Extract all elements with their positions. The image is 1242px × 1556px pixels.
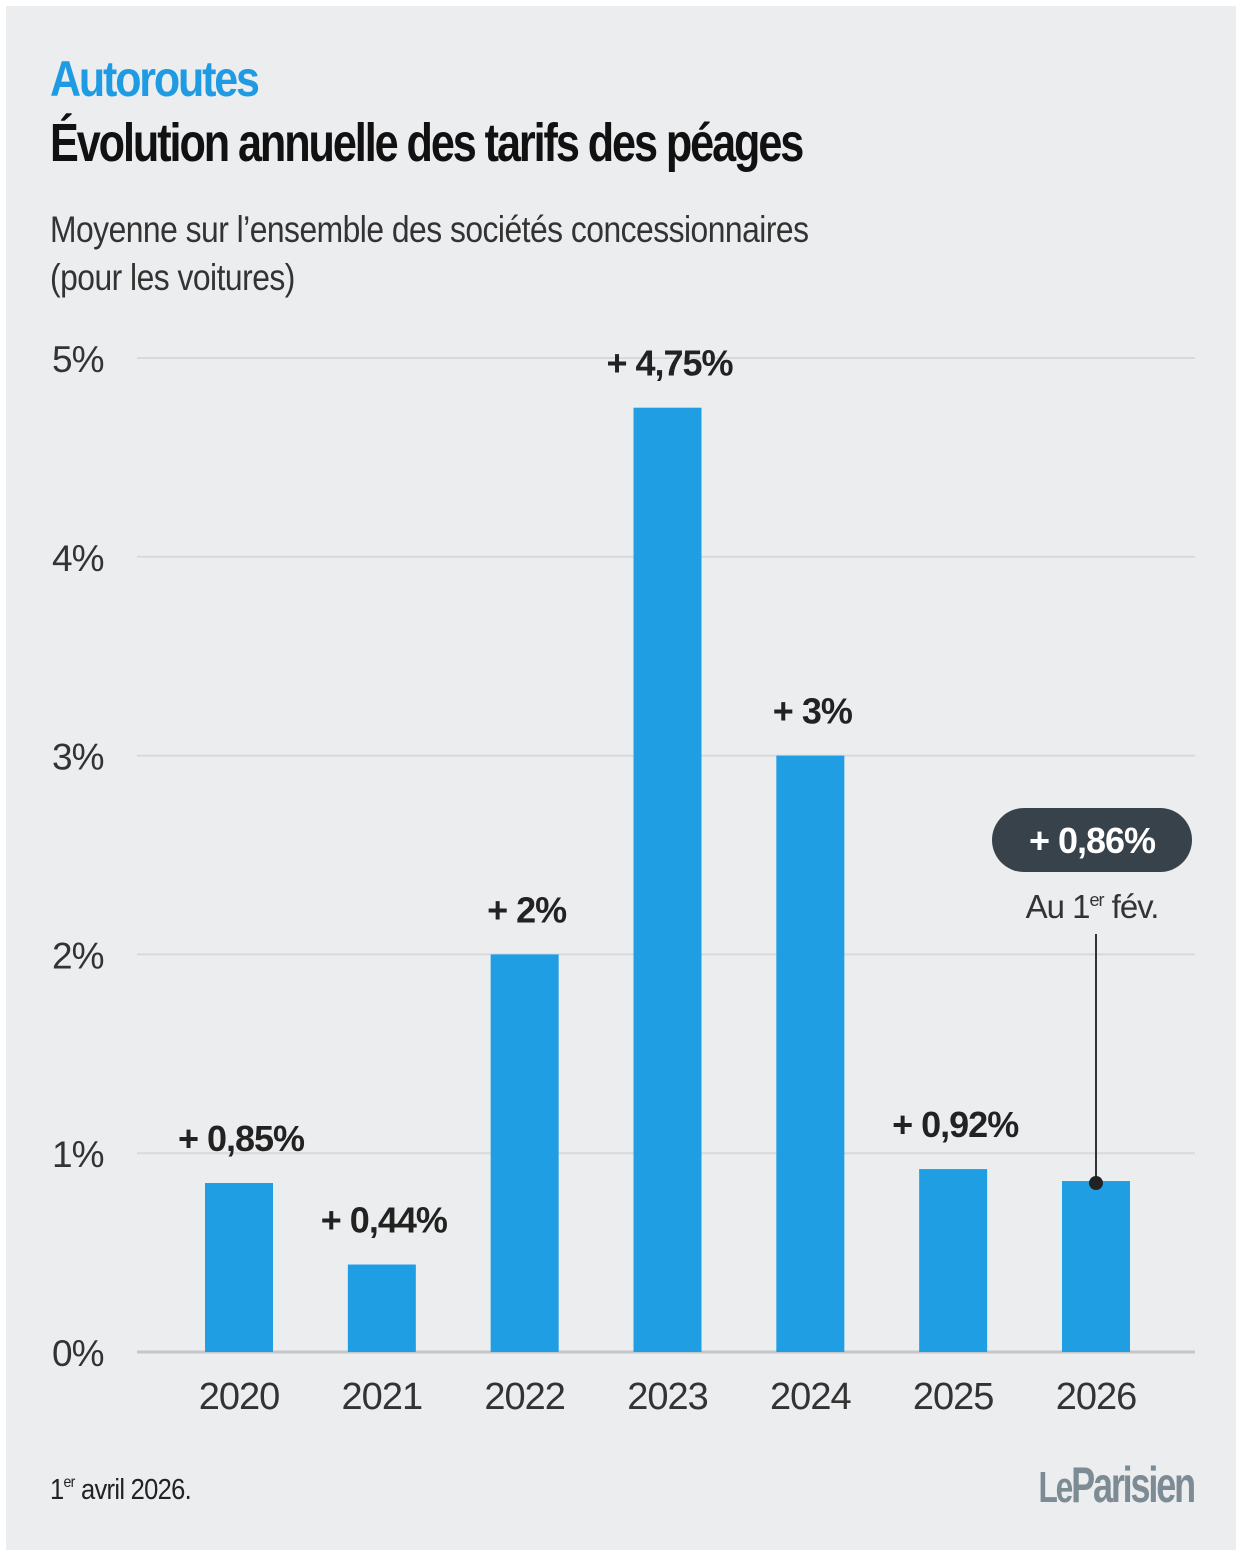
bars [205, 407, 1130, 1352]
x-tick-label: 2021 [342, 1376, 423, 1418]
y-tick-label: 3% [52, 737, 104, 778]
x-tick-label: 2023 [627, 1376, 708, 1418]
callout-note-suffix: fév. [1103, 888, 1158, 925]
logo-name: Parisien [1071, 1457, 1196, 1513]
bar-2023 [633, 407, 702, 1352]
y-tick-label: 0% [52, 1333, 104, 1374]
logo-le: Le [1038, 1463, 1074, 1512]
x-tick-label: 2022 [484, 1376, 565, 1418]
publication-date: 1er avril 2026. [50, 1474, 192, 1507]
callout-note: Au 1er fév. [1026, 888, 1159, 925]
y-axis-ticks: 0% 1% 2% 3% 4% 5% [52, 339, 105, 1374]
callout-value: + 0,86% [1029, 820, 1156, 861]
chart-title: Évolution annuelle des tarifs des péages [50, 113, 804, 173]
x-tick-label: 2024 [770, 1376, 851, 1418]
x-axis-ticks: 2020 2021 2022 2023 2024 2025 2026 [199, 1376, 1138, 1418]
callout-note-prefix: Au 1 [1026, 888, 1090, 925]
data-label-2021: + 0,44% [321, 1200, 448, 1241]
callout-dot [1089, 1176, 1103, 1191]
bar-2021 [347, 1264, 416, 1352]
date-day: 1 [50, 1474, 64, 1506]
data-label-2022: + 2% [487, 889, 567, 930]
chart-kicker: Autoroutes [50, 51, 260, 107]
x-tick-label: 2020 [199, 1376, 280, 1418]
y-tick-label: 5% [52, 339, 104, 380]
bar-2025 [919, 1169, 988, 1352]
date-sup: er [63, 1474, 76, 1491]
bar-2022 [490, 954, 559, 1352]
bar-2024 [776, 755, 845, 1352]
data-label-2020: + 0,85% [178, 1118, 305, 1159]
data-label-2023: + 4,75% [606, 343, 733, 384]
callout-note-sup: er [1089, 890, 1104, 910]
subtitle-line-2: (pour les voitures) [50, 257, 295, 298]
bar-2026 [1062, 1181, 1130, 1352]
data-label-2025: + 0,92% [892, 1104, 1019, 1145]
le-parisien-logo: LeParisien [1038, 1456, 1197, 1514]
x-tick-label: 2025 [913, 1376, 994, 1418]
callout-pill [992, 808, 1192, 872]
y-tick-label: 2% [52, 935, 104, 976]
highlight-callout: + 0,86% Au 1er fév. [992, 808, 1192, 1191]
bar-2020 [205, 1183, 273, 1352]
y-tick-label: 4% [52, 538, 104, 579]
subtitle-line-1: Moyenne sur l’ensemble des sociétés conc… [50, 209, 809, 250]
data-label-2024: + 3% [773, 691, 853, 732]
data-labels: + 0,85% + 0,44% + 2% + 4,75% + 3% + 0,92% [178, 343, 1020, 1241]
y-tick-label: 1% [52, 1134, 104, 1175]
chart-subtitle: Moyenne sur l’ensemble des sociétés conc… [50, 206, 809, 302]
date-rest: avril 2026. [74, 1474, 192, 1506]
x-tick-label: 2026 [1056, 1376, 1137, 1418]
